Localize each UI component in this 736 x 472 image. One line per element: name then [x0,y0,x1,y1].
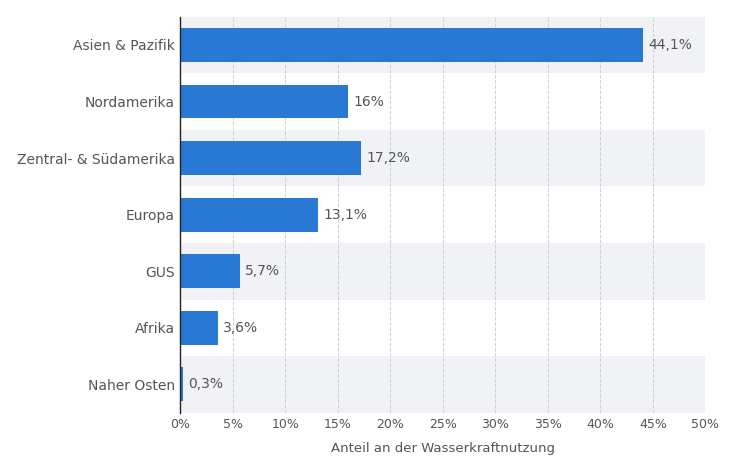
Bar [180,28,643,62]
Text: 5,7%: 5,7% [245,264,280,278]
Bar [180,73,705,130]
Bar [180,356,705,413]
Bar [180,84,348,118]
Bar [180,141,361,175]
Text: 3,6%: 3,6% [223,321,258,335]
Bar [180,367,183,401]
Text: 44,1%: 44,1% [648,38,693,52]
Bar [180,311,218,345]
Bar [180,186,705,243]
Bar [180,17,705,73]
Bar [180,130,705,186]
Bar [180,254,240,288]
Bar [180,300,705,356]
X-axis label: Anteil an der Wasserkraftnutzung: Anteil an der Wasserkraftnutzung [330,442,555,455]
Text: 0,3%: 0,3% [188,378,224,391]
Text: 16%: 16% [353,94,384,109]
Bar [180,198,318,232]
Text: 17,2%: 17,2% [366,151,410,165]
Text: 13,1%: 13,1% [323,208,367,222]
Bar [180,243,705,300]
